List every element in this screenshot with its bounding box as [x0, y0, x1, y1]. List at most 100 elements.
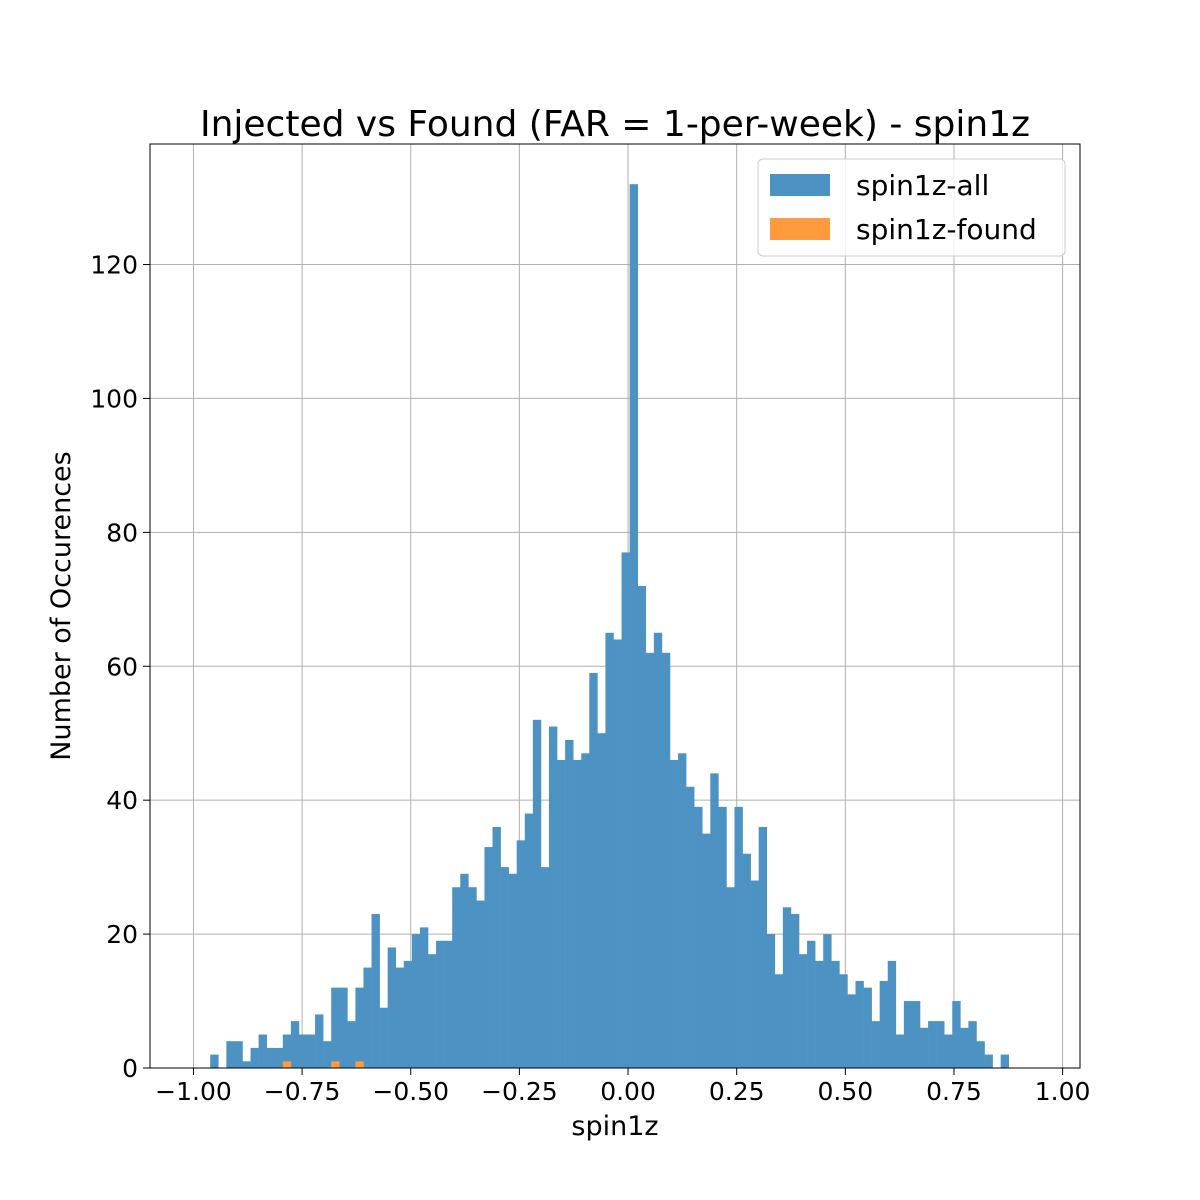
- bar-all-45: [565, 739, 574, 1068]
- bar-all-61: [694, 806, 703, 1068]
- bar-all-37: [500, 867, 509, 1068]
- bar-all-60: [686, 786, 695, 1068]
- bar-all-36: [492, 826, 501, 1068]
- bar-all-24: [395, 967, 405, 1068]
- bar-all-3: [226, 1041, 235, 1068]
- plot-area-frame: [149, 143, 1081, 1069]
- bar-all-84: [879, 980, 889, 1068]
- x-tick-label-0: −1.00: [155, 1077, 232, 1106]
- bar-all-73: [790, 914, 800, 1068]
- x-tick-label-1: −0.75: [264, 1077, 341, 1106]
- bar-all-42: [540, 867, 550, 1068]
- y-axis-label: Number of Occurences: [46, 451, 77, 760]
- bar-all-88: [911, 1001, 921, 1068]
- bar-all-85: [887, 960, 897, 1068]
- x-tick-label-3: −0.25: [481, 1077, 558, 1106]
- x-tick-label-6: 0.50: [817, 1077, 873, 1106]
- x-tick-label-7: 0.75: [926, 1077, 982, 1106]
- bar-all-96: [976, 1041, 985, 1068]
- bar-all-9: [274, 1047, 284, 1068]
- bar-all-35: [484, 847, 493, 1068]
- bar-all-67: [742, 853, 751, 1068]
- y-tick-label-1: 20: [106, 920, 138, 949]
- x-tick-label-8: 1.00: [1035, 1077, 1091, 1106]
- bar-all-15: [323, 1041, 332, 1068]
- bar-all-11: [290, 1021, 300, 1068]
- series-found-bars: [282, 1061, 364, 1068]
- bar-all-5: [242, 1061, 251, 1068]
- bar-all-19: [355, 987, 364, 1068]
- bar-all-68: [750, 880, 759, 1068]
- bar-all-22: [379, 1007, 388, 1068]
- series-all-bars: [210, 184, 1010, 1068]
- bar-all-63: [710, 773, 719, 1068]
- bar-all-77: [823, 934, 832, 1068]
- bar-all-1: [210, 1054, 219, 1068]
- bar-all-30: [444, 940, 453, 1068]
- bar-all-21: [371, 914, 380, 1068]
- bar-all-92: [944, 1034, 953, 1068]
- bar-all-59: [678, 753, 687, 1068]
- bar-all-90: [928, 1021, 937, 1068]
- bar-all-23: [387, 947, 397, 1068]
- bar-all-17: [339, 987, 348, 1068]
- bar-all-55: [645, 652, 655, 1068]
- bar-all-32: [460, 873, 469, 1068]
- legend: spin1z-all spin1z-found: [757, 158, 1066, 257]
- bar-all-52: [621, 552, 630, 1068]
- bar-all-40: [524, 813, 534, 1068]
- bar-all-64: [718, 806, 727, 1068]
- bar-all-6: [250, 1047, 259, 1068]
- chart-title: Injected vs Found (FAR = 1-per-week) - s…: [200, 104, 1030, 145]
- legend-swatch-all: [770, 174, 830, 196]
- bar-all-70: [766, 934, 776, 1068]
- bar-all-76: [815, 960, 824, 1068]
- y-tick-label-6: 120: [90, 251, 138, 280]
- bar-all-16: [331, 987, 340, 1068]
- bar-all-29: [436, 940, 445, 1068]
- bar-all-38: [508, 873, 518, 1068]
- bar-all-27: [419, 927, 429, 1068]
- bar-all-94: [960, 1027, 969, 1068]
- bar-all-62: [702, 833, 711, 1068]
- bar-all-75: [807, 940, 816, 1068]
- bar-all-43: [548, 726, 558, 1068]
- bar-all-78: [831, 960, 840, 1068]
- bar-all-93: [952, 1001, 961, 1068]
- bar-all-41: [532, 719, 542, 1068]
- y-tick-label-2: 40: [106, 786, 138, 815]
- x-tick-label-2: −0.50: [372, 1077, 449, 1106]
- bar-all-46: [573, 760, 582, 1068]
- bar-all-87: [903, 1001, 913, 1068]
- x-tick-label-5: 0.25: [709, 1077, 765, 1106]
- legend-swatch-found: [770, 218, 830, 240]
- y-tick-label-3: 60: [106, 652, 138, 681]
- bar-all-8: [266, 1047, 276, 1068]
- x-axis-label: spin1z: [571, 1111, 658, 1142]
- y-tick-label-4: 80: [106, 518, 138, 547]
- bar-all-10: [282, 1034, 292, 1068]
- x-axis-ticks: −1.00 −0.75 −0.50 −0.25 0.00 0.25 0.50 0.75 1.00: [155, 1068, 1090, 1106]
- bar-found-16: [331, 1061, 340, 1068]
- bar-all-50: [605, 632, 614, 1068]
- bar-all-79: [839, 974, 848, 1068]
- bar-all-81: [855, 980, 864, 1068]
- bar-all-56: [653, 632, 663, 1068]
- bar-all-57: [661, 652, 671, 1068]
- bar-all-54: [637, 585, 647, 1068]
- bar-all-20: [363, 967, 372, 1068]
- bar-all-66: [734, 806, 743, 1068]
- bar-all-25: [403, 960, 413, 1068]
- legend-label-found: spin1z-found: [856, 213, 1037, 246]
- bar-all-34: [476, 900, 485, 1068]
- bar-all-89: [920, 1027, 929, 1068]
- bar-found-19: [355, 1061, 364, 1068]
- bar-found-10: [282, 1061, 292, 1068]
- bar-all-65: [726, 887, 735, 1068]
- bar-all-51: [613, 639, 622, 1068]
- bar-all-91: [936, 1021, 945, 1068]
- bar-all-49: [597, 733, 606, 1068]
- bar-all-83: [871, 1021, 880, 1068]
- bar-all-53: [629, 184, 639, 1068]
- bar-all-86: [895, 1034, 905, 1068]
